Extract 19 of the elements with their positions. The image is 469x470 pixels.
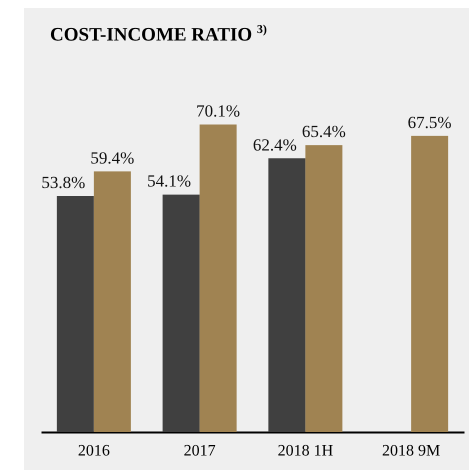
chart-title: COST-INCOME RATIO $^{3)}$: [50, 22, 267, 46]
bar: [162, 194, 200, 432]
data-label: 59.4%: [90, 148, 134, 168]
bar: [411, 136, 448, 432]
data-label: 54.1%: [147, 172, 192, 191]
bar: [56, 196, 94, 432]
bar: [94, 171, 131, 432]
x-tick-label: 2017: [184, 442, 216, 460]
bar: [305, 145, 342, 432]
bar: [268, 158, 306, 432]
data-label: 62.4%: [252, 135, 297, 154]
data-label: 65.4%: [302, 122, 346, 142]
bar: [200, 124, 237, 432]
data-label: 70.1%: [196, 102, 240, 120]
x-tick-label: 2016: [78, 442, 110, 460]
x-tick-label: 2018 9M: [382, 442, 440, 460]
data-label: 67.5%: [408, 112, 452, 132]
data-label: 53.8%: [41, 173, 86, 192]
x-tick-label: 2018 1H: [278, 442, 334, 460]
